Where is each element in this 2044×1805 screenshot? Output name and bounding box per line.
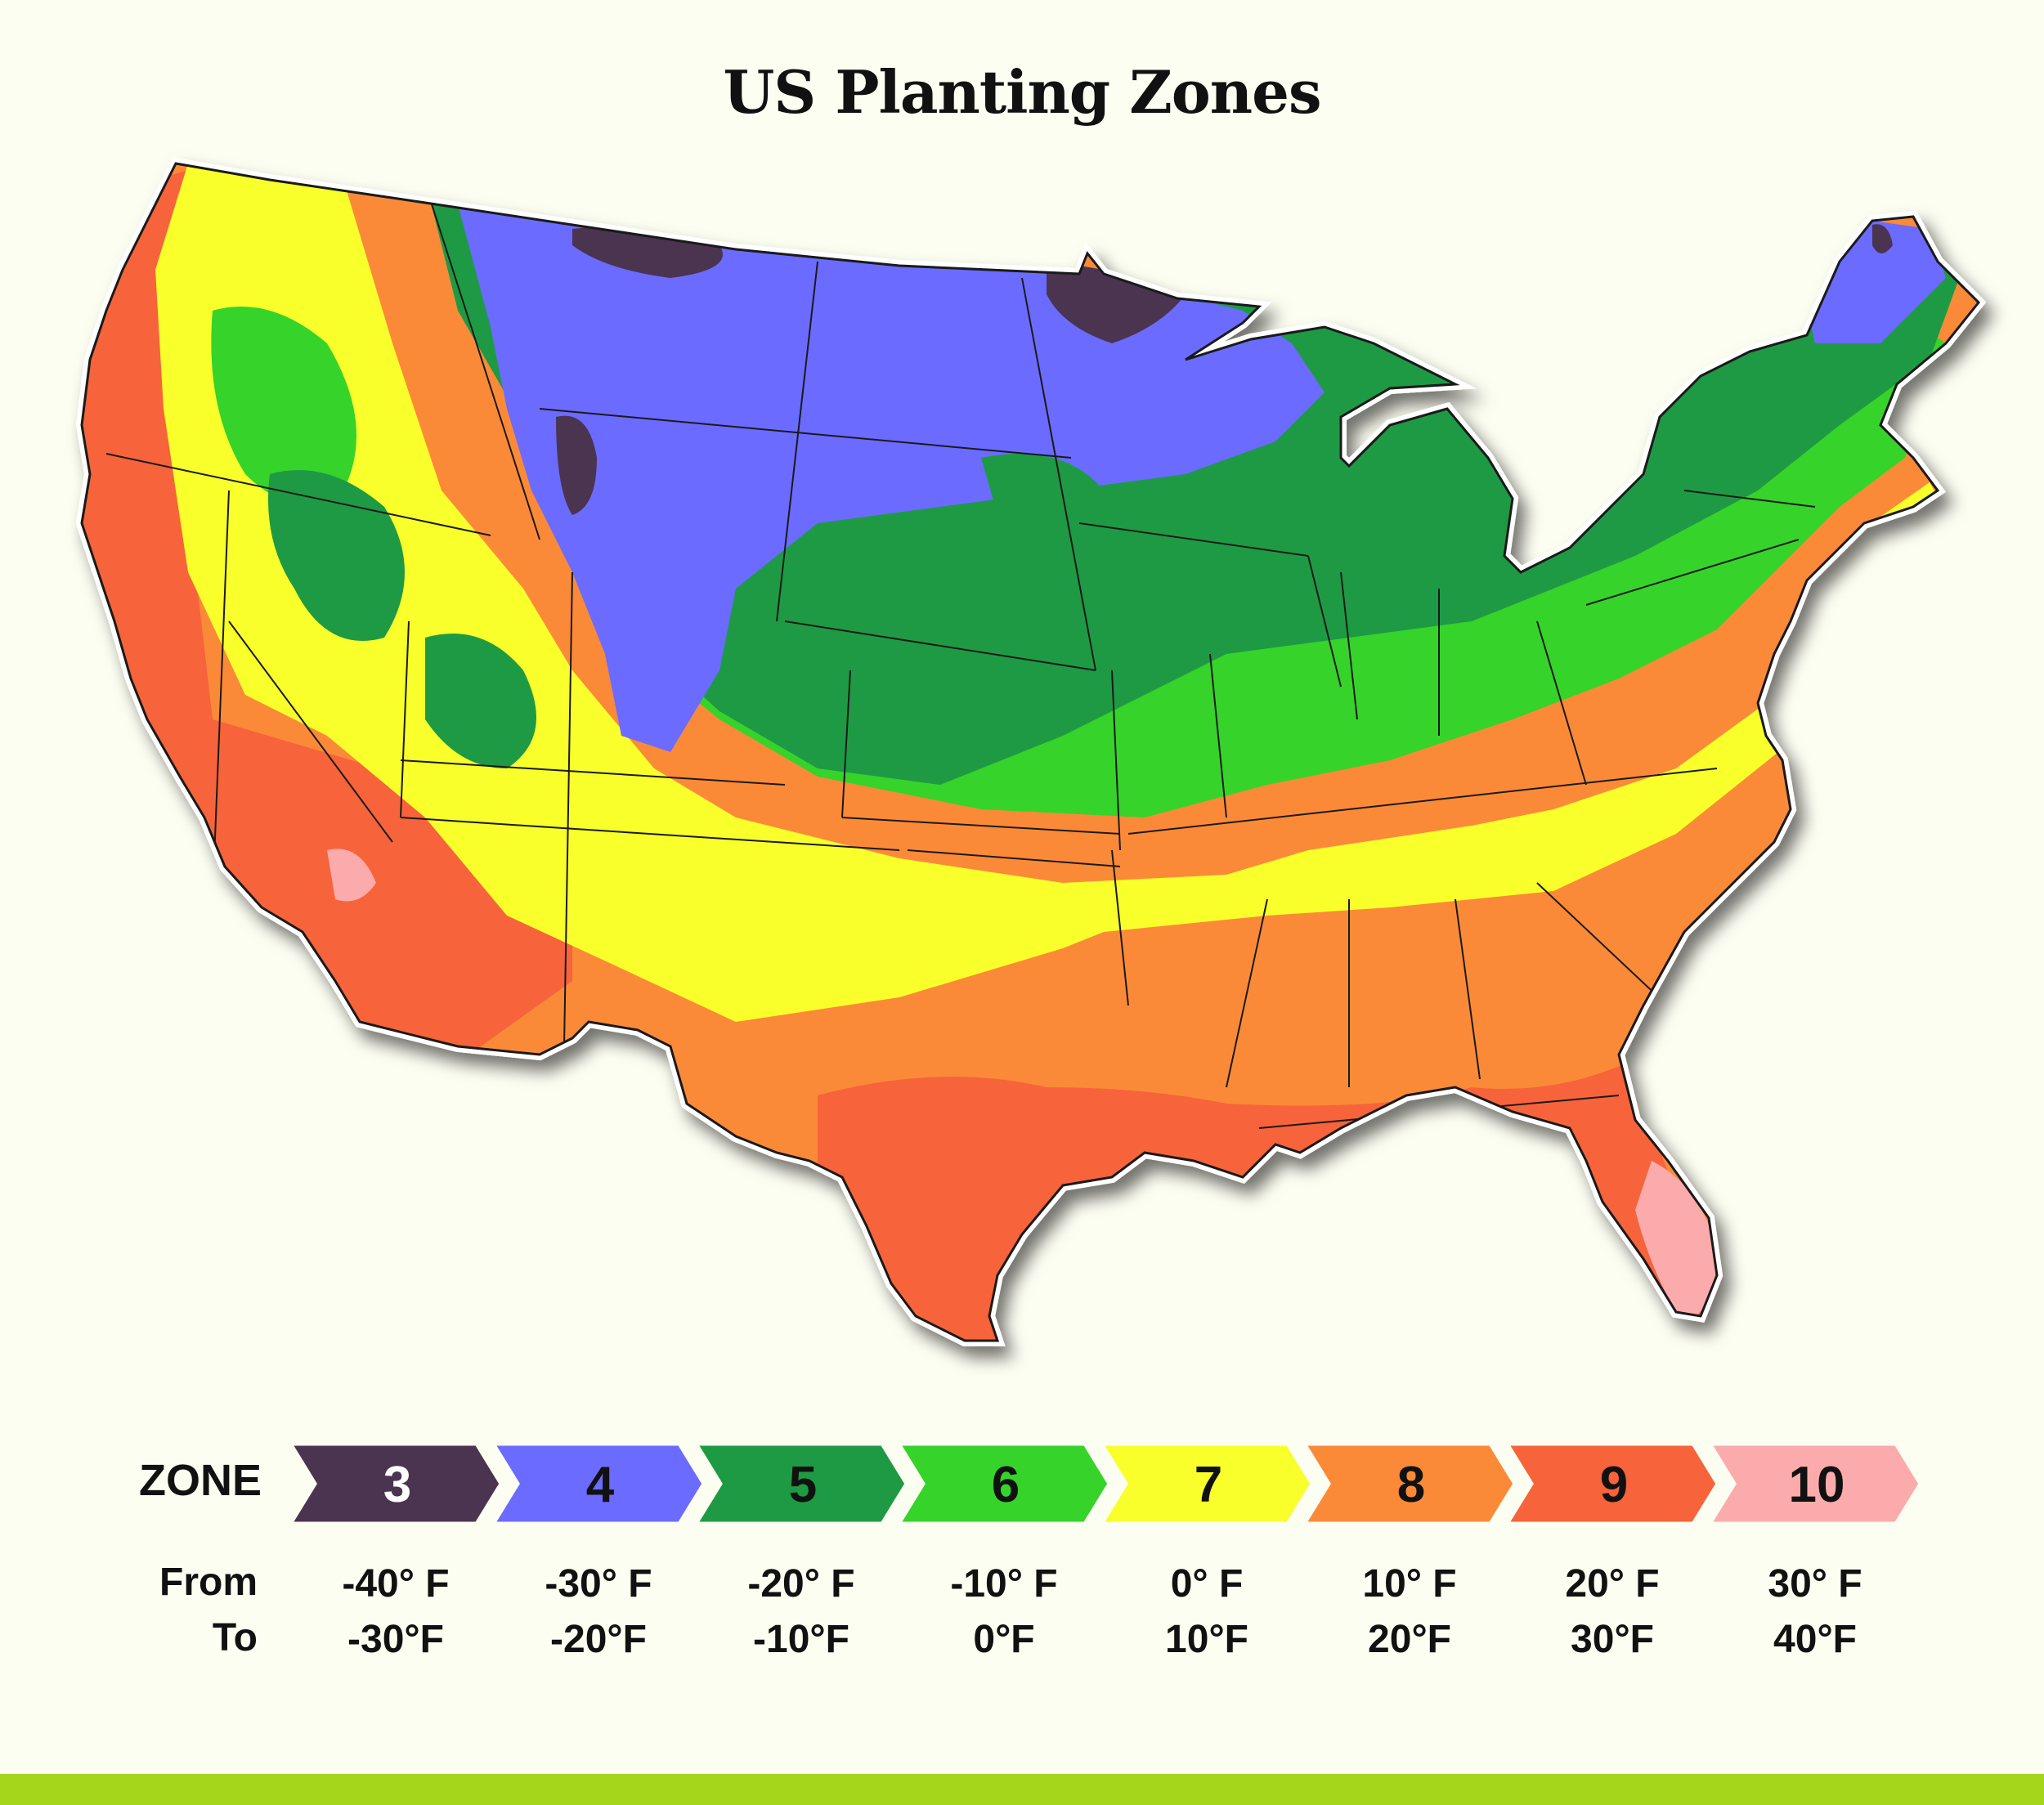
zone-10-to: 40°F [1773,1618,1857,1661]
bottom-accent-bar [0,1774,2044,1805]
zone-4-number: 4 [586,1457,615,1513]
zone-7-area [155,163,1962,1022]
zone-5-arrow [692,1441,909,1526]
zone-7-from: 0° F [1170,1562,1244,1606]
zone-4-to: -20°F [550,1618,647,1661]
zone-6-oregon [211,307,356,504]
zone-5-dakota-patch [981,454,1104,517]
zone-label: ZONE [138,1456,262,1505]
zone-10-arrow [1706,1441,1923,1526]
zone-arrows: 3 4 5 6 7 8 9 10 [290,1441,1923,1526]
zone-7-to: 10°F [1165,1618,1248,1661]
map-title: US Planting Zones [723,57,1322,127]
zone-5-utah [425,634,536,768]
zone-10-from: 30° F [1768,1562,1862,1606]
zone-8-from: 10° F [1362,1562,1457,1606]
zone-5-number: 5 [789,1457,817,1513]
zone-layers [82,163,1979,1341]
from-label: From [159,1561,258,1604]
zone-6-number: 6 [992,1457,1020,1513]
zone-8-number: 8 [1397,1457,1425,1513]
us-zone-map [0,0,2044,1390]
state-borders [105,183,1816,1129]
zone-5-to: -10°F [753,1618,849,1661]
zone-4-arrow [489,1441,706,1526]
zone-8-to: 20°F [1368,1618,1451,1661]
zone-8-arrow [1300,1441,1517,1526]
zone-5-from: -20° F [747,1562,855,1606]
zone-4-from: -30° F [545,1562,652,1606]
to-label: To [212,1616,258,1659]
zone-10-desert [327,849,376,902]
zone-9-to: 30°F [1571,1618,1654,1661]
zone-6-to: 0°F [973,1618,1035,1661]
zone-10-florida [1635,1161,1717,1324]
zone-3-arrow [290,1441,504,1526]
zone-3-from: -40° F [342,1562,450,1606]
zone-legend: ZONE From To 3 4 5 6 7 8 9 10 -40° F -30°F -30° F… [0,1439,2044,1684]
zone-7-arrow [1097,1441,1315,1526]
zone-6-arrow [894,1441,1112,1526]
zone-7-number: 7 [1195,1457,1222,1513]
zone-9-arrow [1503,1441,1720,1526]
zone-5-idaho [268,470,405,641]
zone-9-from: 20° F [1565,1562,1660,1606]
zone-10-number: 10 [1789,1457,1845,1513]
zone-9-number: 9 [1600,1457,1628,1513]
zone-3-to: -30°F [347,1618,444,1661]
zone-3-wyoming [556,415,597,515]
zone-3-number: 3 [383,1457,411,1513]
zone-6-from: -10° F [950,1562,1058,1606]
map-svg [0,0,2044,1390]
zone-3-maine [1872,224,1893,253]
